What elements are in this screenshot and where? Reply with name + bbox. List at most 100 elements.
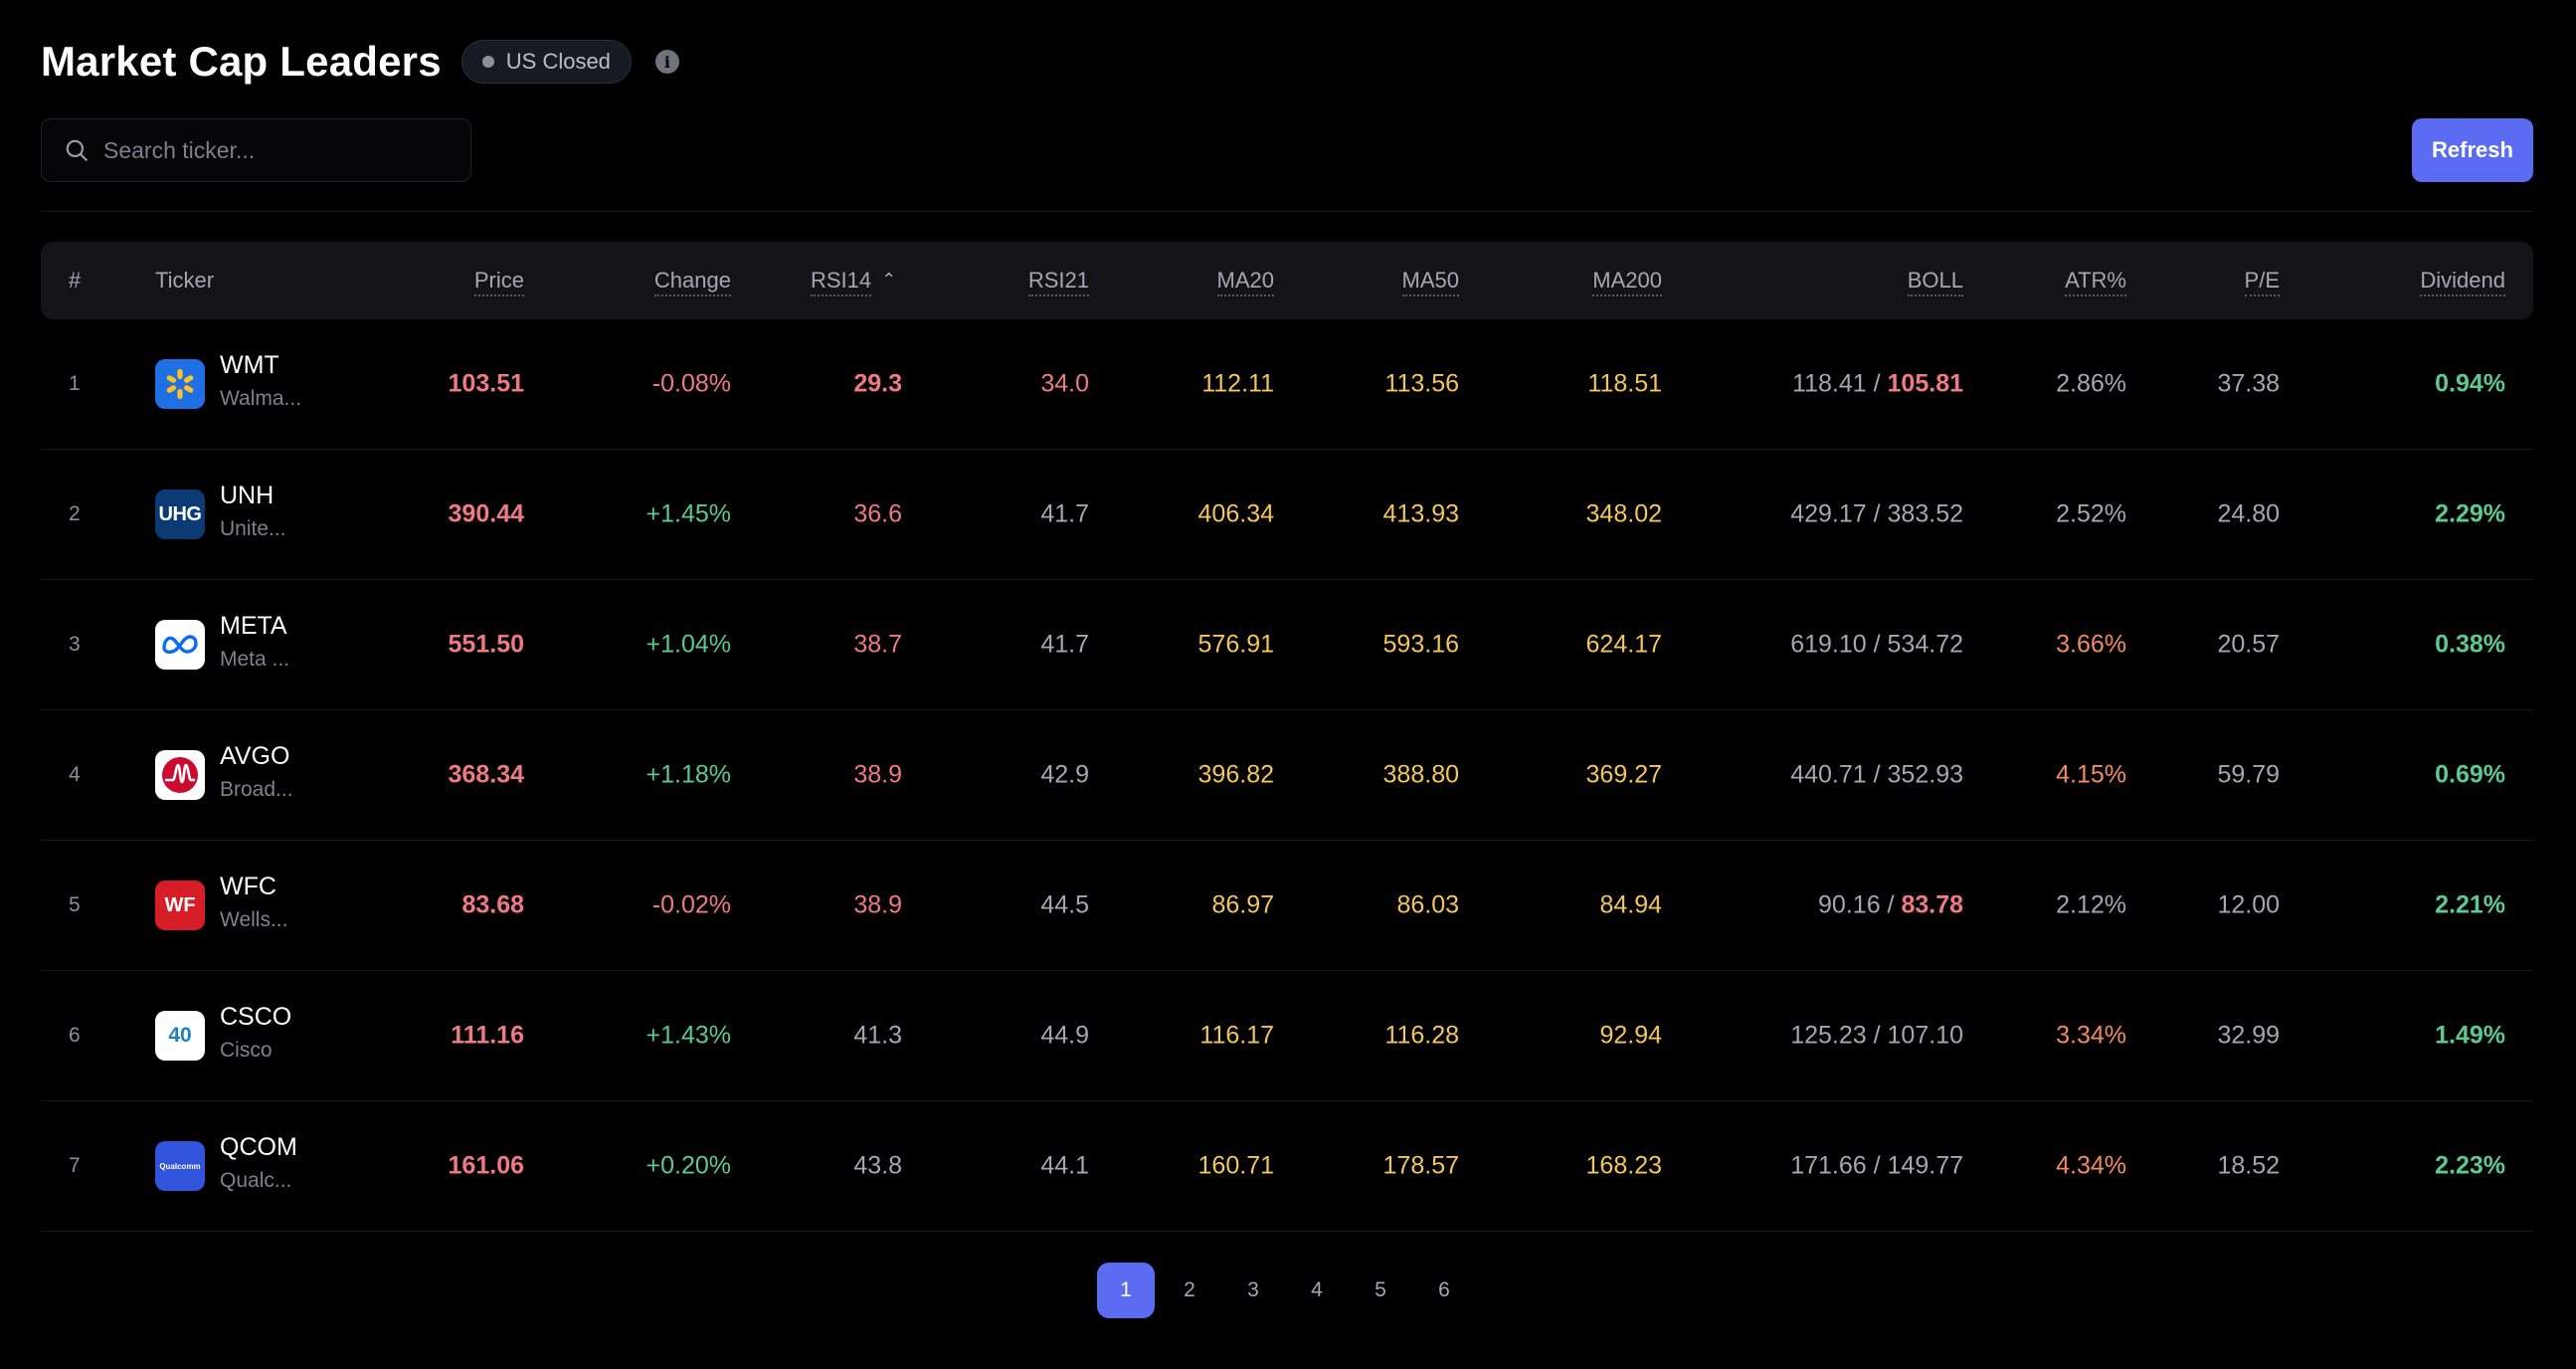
column-header-rsi14[interactable]: RSI14 ⌃ bbox=[811, 268, 896, 296]
column-header-index: # bbox=[69, 268, 82, 293]
boll-cell: 619.10 / 534.72 bbox=[1790, 631, 1963, 660]
rsi21-cell: 41.7 bbox=[1040, 630, 1089, 659]
table-row[interactable]: 7 Qualcomm QCOM Qualc... 161.06 +0.20% 43.8 44.… bbox=[41, 1101, 2533, 1232]
page-button-5[interactable]: 5 bbox=[1352, 1263, 1409, 1318]
price-cell: 83.68 bbox=[461, 890, 524, 919]
column-header-atr[interactable]: ATR% bbox=[2065, 268, 2126, 296]
company-name: Qualc... bbox=[220, 1169, 292, 1192]
price-cell: 368.34 bbox=[448, 760, 524, 789]
wells-fargo-logo-icon: WF bbox=[155, 880, 205, 930]
column-header-dividend[interactable]: Dividend bbox=[2420, 268, 2505, 296]
status-dot-icon bbox=[481, 56, 494, 68]
column-header-rsi21[interactable]: RSI21 bbox=[1027, 268, 1089, 296]
change-cell: +1.45% bbox=[645, 499, 732, 528]
company-name: Cisco bbox=[220, 1039, 273, 1062]
table-row[interactable]: 3 META Meta ... 551.50 +1.04% 38.7 41.7 576.91 5… bbox=[41, 580, 2533, 710]
boll-separator: / bbox=[1866, 760, 1888, 789]
uhg-logo-icon: UHG bbox=[155, 489, 205, 539]
atr-cell: 2.52% bbox=[2056, 499, 2126, 528]
column-header-change[interactable]: Change bbox=[653, 268, 731, 296]
page-button-3[interactable]: 3 bbox=[1224, 1263, 1282, 1318]
column-header-boll[interactable]: BOLL bbox=[1907, 268, 1963, 296]
search-box[interactable] bbox=[41, 118, 471, 182]
pe-cell: 24.80 bbox=[2217, 499, 2280, 528]
walmart-spark-icon bbox=[155, 359, 205, 409]
table-row[interactable]: 6 40 CSCO Cisco 111.16 +1.43% 41.3 44.9 116.17 11… bbox=[41, 971, 2533, 1101]
column-header-ma50[interactable]: MA50 bbox=[1401, 268, 1459, 296]
ma50-cell: 113.56 bbox=[1384, 369, 1459, 398]
dividend-cell: 0.94% bbox=[2435, 369, 2505, 398]
rsi21-cell: 34.0 bbox=[1040, 369, 1089, 398]
page-button-4[interactable]: 4 bbox=[1288, 1263, 1346, 1318]
change-cell: +1.43% bbox=[645, 1021, 732, 1050]
table-row[interactable]: 4 AVGO Broad... 368.34 +1.18% 38.9 42.9 396.82 3… bbox=[41, 710, 2533, 841]
column-header-ma200[interactable]: MA200 bbox=[1592, 268, 1662, 296]
boll-upper: 171.66 bbox=[1790, 1151, 1867, 1180]
rsi14-cell: 38.9 bbox=[853, 890, 902, 919]
info-icon[interactable]: i bbox=[654, 50, 679, 74]
page-button-2[interactable]: 2 bbox=[1161, 1263, 1218, 1318]
rsi14-cell: 38.9 bbox=[853, 760, 902, 789]
ticker-symbol[interactable]: AVGO bbox=[220, 742, 290, 770]
column-header-pe[interactable]: P/E bbox=[2244, 268, 2280, 296]
boll-upper: 619.10 bbox=[1790, 630, 1867, 659]
ticker-symbol[interactable]: WMT bbox=[220, 351, 279, 379]
table-header: # Ticker Price Change RSI14 ⌃ RSI21 MA20 … bbox=[41, 242, 2533, 319]
page-button-6[interactable]: 6 bbox=[1415, 1263, 1473, 1318]
row-index: 3 bbox=[69, 633, 81, 656]
search-input[interactable] bbox=[103, 136, 442, 164]
boll-upper: 125.23 bbox=[1790, 1021, 1867, 1050]
boll-separator: / bbox=[1866, 630, 1888, 659]
row-index: 5 bbox=[69, 893, 81, 916]
boll-upper: 90.16 bbox=[1818, 890, 1881, 919]
boll-lower: 105.81 bbox=[1887, 369, 1963, 398]
company-name: Unite... bbox=[220, 517, 286, 540]
rsi21-cell: 41.7 bbox=[1040, 499, 1089, 528]
dividend-cell: 2.23% bbox=[2435, 1151, 2505, 1180]
ma50-cell: 388.80 bbox=[1382, 760, 1459, 789]
table-row[interactable]: 1 WMT Walma... 103.51 -0.08% 29.3 34.0 112.11 11… bbox=[41, 319, 2533, 450]
price-cell: 390.44 bbox=[448, 499, 524, 528]
ma20-cell: 576.91 bbox=[1197, 630, 1274, 659]
boll-separator: / bbox=[1866, 1021, 1888, 1050]
ticker-symbol[interactable]: META bbox=[220, 612, 287, 640]
refresh-button[interactable]: Refresh bbox=[2412, 118, 2533, 182]
rsi14-cell: 43.8 bbox=[853, 1151, 902, 1180]
company-name: Wells... bbox=[220, 908, 288, 931]
change-cell: +1.04% bbox=[645, 630, 732, 659]
logo-text: UHG bbox=[158, 502, 202, 525]
rsi21-cell: 44.5 bbox=[1040, 890, 1089, 919]
page-button-1[interactable]: 1 bbox=[1097, 1263, 1155, 1318]
ticker-symbol[interactable]: UNH bbox=[220, 482, 275, 509]
ma50-cell: 413.93 bbox=[1382, 499, 1459, 528]
ma20-cell: 406.34 bbox=[1197, 499, 1274, 528]
column-header-price[interactable]: Price bbox=[473, 268, 524, 296]
rsi14-cell: 29.3 bbox=[853, 369, 902, 398]
boll-cell: 90.16 / 83.78 bbox=[1818, 891, 1963, 920]
ma200-cell: 348.02 bbox=[1585, 499, 1662, 528]
meta-infinity-icon bbox=[155, 620, 205, 670]
boll-upper: 440.71 bbox=[1790, 760, 1867, 789]
price-cell: 103.51 bbox=[448, 369, 524, 398]
change-cell: +0.20% bbox=[645, 1151, 732, 1180]
pe-cell: 20.57 bbox=[2217, 630, 2280, 659]
atr-cell: 3.66% bbox=[2056, 630, 2126, 659]
ticker-symbol[interactable]: WFC bbox=[220, 873, 276, 900]
boll-separator: / bbox=[1866, 1151, 1888, 1180]
column-header-ma20[interactable]: MA20 bbox=[1216, 268, 1274, 296]
ma20-cell: 86.97 bbox=[1211, 890, 1274, 919]
pe-cell: 32.99 bbox=[2217, 1021, 2280, 1050]
ticker-symbol[interactable]: QCOM bbox=[220, 1133, 297, 1161]
boll-lower: 107.10 bbox=[1887, 1021, 1963, 1050]
boll-lower: 149.77 bbox=[1887, 1151, 1963, 1180]
ticker-symbol[interactable]: CSCO bbox=[220, 1003, 292, 1031]
row-index: 2 bbox=[69, 502, 81, 525]
table-body: 1 WMT Walma... 103.51 -0.08% 29.3 34.0 112.11 11… bbox=[41, 319, 2533, 1232]
table-row[interactable]: 5 WF WFC Wells... 83.68 -0.02% 38.9 44.5 86.97 86… bbox=[41, 841, 2533, 971]
table-row[interactable]: 2 UHG UNH Unite... 390.44 +1.45% 36.6 41.7 406.3… bbox=[41, 450, 2533, 580]
page-title: Market Cap Leaders bbox=[41, 38, 442, 85]
ma50-cell: 116.28 bbox=[1384, 1021, 1459, 1050]
ma50-cell: 593.16 bbox=[1382, 630, 1459, 659]
